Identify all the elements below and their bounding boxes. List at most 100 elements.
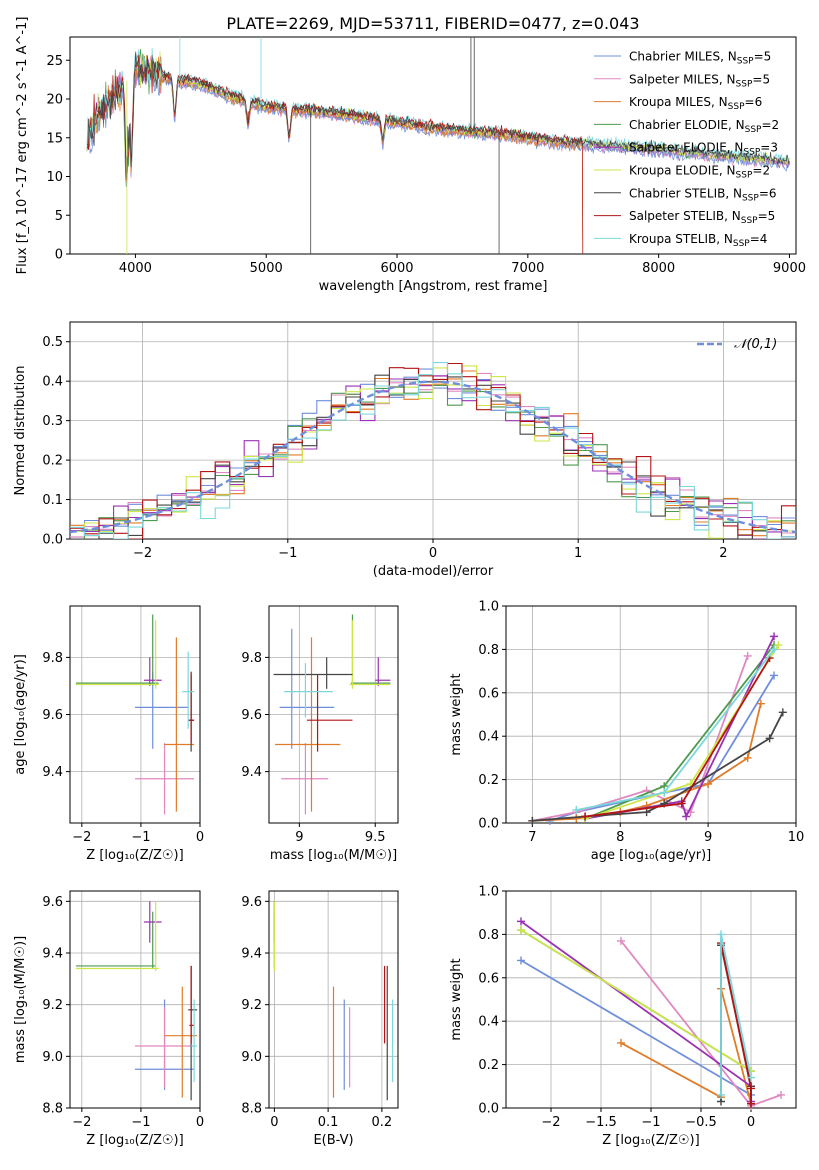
x-axis-label: wavelength [Angstrom, rest frame] [319,279,548,294]
x-axis-label: E(B-V) [313,1133,353,1148]
age_weight-marker [581,812,590,821]
age_weight-marker [770,671,779,680]
z_weight-marker [747,1073,755,1082]
legend-entry: Kroupa MILES, NSSP=6 [629,95,762,112]
y-tick-label: 0.2 [478,773,499,788]
age_weight-line-6 [532,711,784,822]
y-tick-label: 9.6 [42,708,63,723]
spectrum-legend: Chabrier MILES, NSSP=5 Salpeter MILES, NS… [594,50,779,249]
legend-entry: Salpeter ELODIE, NSSP=3 [629,141,778,158]
y-tick-label: 0.6 [478,686,499,701]
legend-count: =5 [758,209,776,223]
x-tick-label: −2 [72,1115,91,1130]
x-tick-label: 6000 [380,261,413,276]
plot-frame [505,605,797,824]
y-tick-label: 0.0 [478,817,499,832]
y-tick-label: 0.8 [478,928,499,943]
z_weight-marker [777,1090,785,1099]
ebv_mass-axes: 0 0.1 0.2 8.8 9.0 9.2 9.4 9.6 E(B-V) [241,890,399,1148]
x-axis-label: age [log₁₀(age/yr)] [591,848,712,863]
legend-entry: Salpeter MILES, NSSP=5 [629,72,770,89]
x-axis-label: Z [log₁₀(Z/Z☉)] [86,1133,183,1148]
age_weight-marker [660,788,669,797]
y-tick-label: 25 [46,54,63,69]
y-tick-label: 0.4 [478,730,499,745]
x-tick-label: 0 [270,1115,278,1130]
legend-entry: 𝒩(0,1) [734,337,777,352]
age_weight-marker [572,814,581,823]
x-tick-label: 0.2 [372,1115,393,1130]
y-tick-label: 9.8 [42,651,63,666]
y-axis-label: Normed distribution [13,366,28,496]
spectrum-line-kroupa-elodie [86,51,790,177]
z_weight-marker [717,1090,725,1099]
legend-subscript: SSP [737,57,754,67]
x-tick-label: 7 [528,830,536,845]
x-tick-label: 8 [616,830,624,845]
histogram-kroupa-elodie [70,365,796,539]
age_weight-marker [528,816,537,825]
y-tick-label: 0.1 [42,493,63,508]
y-tick-label: 9.8 [241,651,262,666]
y-tick-label: 0.0 [478,1102,499,1117]
z_age-axes: −2 −1 0 9.4 9.6 9.8 Z [log₁₀(Z/Z☉)] age [log₁₀(… [13,605,204,863]
y-tick-label: 8.8 [42,1102,63,1117]
plot-frame [268,890,399,1109]
plot-frame [69,890,201,1109]
y-tick-label: 0 [55,248,63,263]
x-axis-label: (data-model)/error [373,564,494,579]
y-tick-label: 9.0 [42,1050,63,1065]
x-tick-label: −1 [641,1115,660,1130]
y-tick-label: 0.3 [42,414,63,429]
age_weight-axes: 7 8 9 10 0.0 0.2 0.4 0.6 0.8 1.0 age [log₁₀(age/yr… [449,600,804,864]
legend-subscript: SSP [733,239,750,249]
y-tick-label: 9.4 [42,947,63,962]
y-tick-label: 9.2 [241,998,262,1013]
z_weight-marker [717,930,725,939]
spectrum-line-salpeter-stelib [86,54,584,254]
legend-entry: Kroupa STELIB, NSSP=4 [629,232,767,249]
legend-subscript: SSP [736,79,753,89]
legend-entry: Kroupa ELODIE, NSSP=2 [629,164,770,181]
age_weight-marker [765,734,774,743]
legend-count: =2 [752,164,770,178]
x-tick-label: 0 [429,546,437,561]
legend-subscript: SSP [745,125,762,135]
spectrum-line-salpeter-miles [86,52,790,183]
y-tick-label: 0.4 [478,1015,499,1030]
x-tick-label: −2 [541,1115,560,1130]
y-tick-label: 20 [46,93,63,108]
legend-count: =5 [752,72,770,86]
x-tick-label: −1.5 [585,1115,617,1130]
y-tick-label: 15 [46,131,63,146]
plot-frame [69,36,797,255]
age_weight-marker [770,645,779,654]
z_weight-marker [617,936,625,945]
x-tick-label: 1 [574,546,582,561]
age_weight-marker [642,808,651,817]
z_weight-marker [517,926,525,935]
x-tick-label: 9.5 [365,830,386,845]
z_weight-line-0 [520,959,752,1104]
z_weight-marker [747,1099,755,1108]
x-axis-label: Z [log₁₀(Z/Z☉)] [86,848,183,863]
y-tick-label: 0.6 [478,971,499,986]
x-tick-label: 0 [747,1115,755,1130]
z_weight-marker [517,917,525,926]
age_weight-marker [778,708,787,717]
spectrum-axes: 4000 5000 6000 7000 8000 9000 0 5 10 15 20 25 wavele… [15,17,806,294]
legend-subscript: SSP [743,148,760,158]
age_weight-marker [770,632,779,641]
x-tick-label: 0 [196,1115,204,1130]
figure-title: PLATE=2269, MJD=53711, FIBERID=0477, z=0… [226,14,639,33]
x-tick-label: −1 [131,1115,150,1130]
legend-subscript: SSP [742,193,759,203]
legend-count: =4 [750,232,768,246]
legend-count: =3 [760,141,778,155]
z_weight-marker [617,1038,625,1047]
y-tick-label: 1.0 [478,885,499,900]
plot-frame [505,890,797,1109]
age_weight-marker [756,699,765,708]
x-tick-label: 9000 [773,261,806,276]
